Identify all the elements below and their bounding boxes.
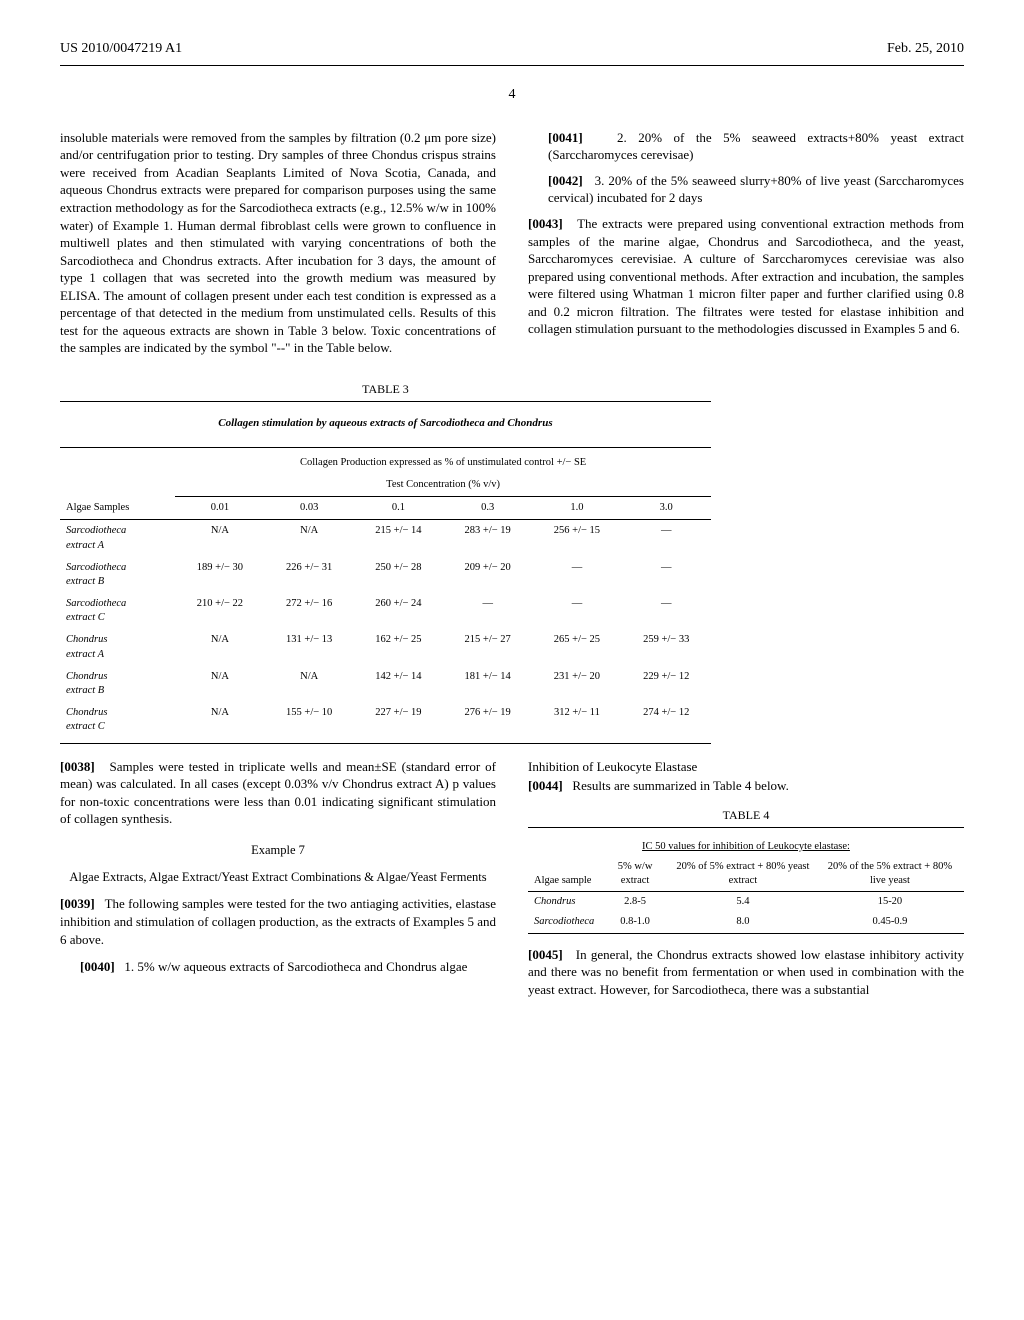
publication-number: US 2010/0047219 A1	[60, 40, 182, 59]
table-cell: 226 +/− 31	[265, 557, 354, 593]
table-row-label: Chondrusextract C	[60, 702, 175, 743]
table-cell: 2.8-5	[600, 892, 670, 913]
table-cell: —	[622, 520, 711, 557]
table-cell: —	[443, 593, 532, 629]
table-cell: N/A	[175, 666, 264, 702]
example-7-label: Example 7	[60, 842, 496, 859]
table-cell: N/A	[175, 702, 264, 743]
para-44: [0044] Results are summarized in Table 4…	[528, 777, 964, 795]
para-continuation: insoluble materials were removed from th…	[60, 129, 496, 357]
para-39: [0039] The following samples were tested…	[60, 895, 496, 948]
table-row-label: Chondrus	[528, 892, 600, 913]
table3-col-0: 0.01	[175, 497, 264, 520]
table3-sub1: Collagen Production expressed as % of un…	[175, 447, 711, 474]
table-cell: 131 +/− 13	[265, 629, 354, 665]
table-cell: 229 +/− 12	[622, 666, 711, 702]
table-cell: 189 +/− 30	[175, 557, 264, 593]
elastase-heading: Inhibition of Leukocyte Elastase	[528, 758, 964, 776]
table-cell: 215 +/− 14	[354, 520, 443, 557]
table-cell: 142 +/− 14	[354, 666, 443, 702]
table-cell: —	[622, 557, 711, 593]
top-columns: insoluble materials were removed from th…	[60, 129, 964, 367]
para-43: [0043] The extracts were prepared using …	[528, 215, 964, 338]
table4-col-label: Algae sample	[528, 857, 600, 892]
table4-caption: IC 50 values for inhibition of Leukocyte…	[528, 837, 964, 857]
example-7-sub: Algae Extracts, Algae Extract/Yeast Extr…	[60, 869, 496, 886]
table4-label: TABLE 4	[528, 807, 964, 823]
table3-col-2: 0.1	[354, 497, 443, 520]
table3-col-5: 3.0	[622, 497, 711, 520]
table-cell: 259 +/− 33	[622, 629, 711, 665]
table-cell: 274 +/− 12	[622, 702, 711, 743]
table-cell: 15-20	[816, 892, 964, 913]
table-cell: N/A	[265, 520, 354, 557]
table-cell: 0.8-1.0	[600, 912, 670, 933]
publication-date: Feb. 25, 2010	[887, 40, 964, 59]
list-item-1: [0040] 1. 5% w/w aqueous extracts of Sar…	[80, 958, 496, 976]
table3-col-label: Algae Samples	[60, 497, 175, 520]
table-cell: 272 +/− 16	[265, 593, 354, 629]
table-cell: N/A	[265, 666, 354, 702]
table-cell: —	[622, 593, 711, 629]
table-cell: —	[532, 593, 621, 629]
lower-columns: [0038] Samples were tested in triplicate…	[60, 758, 964, 1009]
para-38: [0038] Samples were tested in triplicate…	[60, 758, 496, 828]
table-cell: 210 +/− 22	[175, 593, 264, 629]
table4-col-0: 5% w/w extract	[600, 857, 670, 892]
header-rule	[60, 65, 964, 66]
table4-col-2: 20% of the 5% extract + 80% live yeast	[816, 857, 964, 892]
left-column-lower: [0038] Samples were tested in triplicate…	[60, 758, 496, 1009]
list-item-3: [0042] 3. 20% of the 5% seaweed slurry+8…	[548, 172, 964, 207]
table3-sub2: Test Concentration (% v/v)	[175, 474, 711, 497]
para-45: [0045] In general, the Chondrus extracts…	[528, 946, 964, 999]
table3-section: TABLE 3 Collagen stimulation by aqueous …	[60, 381, 711, 744]
table3-caption: Collagen stimulation by aqueous extracts…	[60, 412, 711, 435]
table-cell: 5.4	[670, 892, 816, 913]
table-cell: 260 +/− 24	[354, 593, 443, 629]
list-item-2: [0041] 2. 20% of the 5% seaweed extracts…	[548, 129, 964, 164]
table3: Collagen stimulation by aqueous extracts…	[60, 401, 711, 743]
table-cell: 256 +/− 15	[532, 520, 621, 557]
right-column-top: [0041] 2. 20% of the 5% seaweed extracts…	[528, 129, 964, 367]
table-cell: 250 +/− 28	[354, 557, 443, 593]
table-cell: —	[532, 557, 621, 593]
table-row-label: Sarcodiothecaextract B	[60, 557, 175, 593]
table3-col-4: 1.0	[532, 497, 621, 520]
table-cell: N/A	[175, 520, 264, 557]
table4: IC 50 values for inhibition of Leukocyte…	[528, 827, 964, 934]
table3-col-1: 0.03	[265, 497, 354, 520]
table-row-label: Sarcodiothecaextract C	[60, 593, 175, 629]
table-row-label: Sarcodiotheca	[528, 912, 600, 933]
table-row-label: Sarcodiothecaextract A	[60, 520, 175, 557]
table4-col-1: 20% of 5% extract + 80% yeast extract	[670, 857, 816, 892]
table-cell: 155 +/− 10	[265, 702, 354, 743]
table-cell: 227 +/− 19	[354, 702, 443, 743]
table-cell: 265 +/− 25	[532, 629, 621, 665]
page-header: US 2010/0047219 A1 Feb. 25, 2010	[60, 40, 964, 59]
table-cell: 181 +/− 14	[443, 666, 532, 702]
table3-label: TABLE 3	[60, 381, 711, 397]
table-row-label: Chondrusextract B	[60, 666, 175, 702]
table3-col-3: 0.3	[443, 497, 532, 520]
table-cell: 209 +/− 20	[443, 557, 532, 593]
table-cell: 276 +/− 19	[443, 702, 532, 743]
table-cell: 231 +/− 20	[532, 666, 621, 702]
table-cell: 283 +/− 19	[443, 520, 532, 557]
left-column-top: insoluble materials were removed from th…	[60, 129, 496, 367]
table-cell: 0.45-0.9	[816, 912, 964, 933]
table-cell: N/A	[175, 629, 264, 665]
table-cell: 8.0	[670, 912, 816, 933]
page-number: 4	[60, 86, 964, 105]
table-row-label: Chondrusextract A	[60, 629, 175, 665]
right-column-lower: Inhibition of Leukocyte Elastase [0044] …	[528, 758, 964, 1009]
table-cell: 312 +/− 11	[532, 702, 621, 743]
table-cell: 162 +/− 25	[354, 629, 443, 665]
table-cell: 215 +/− 27	[443, 629, 532, 665]
